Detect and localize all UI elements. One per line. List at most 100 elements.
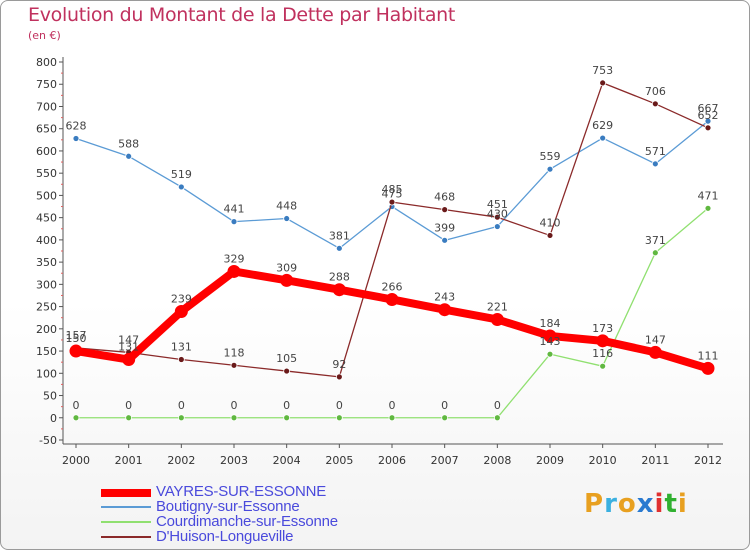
data-label: 131 [171, 341, 192, 354]
data-label: 571 [645, 145, 666, 158]
data-label: 753 [592, 64, 613, 77]
data-point [388, 414, 396, 422]
data-point [174, 304, 188, 318]
y-tick-label: 250 [36, 301, 57, 314]
data-label: 451 [487, 198, 508, 211]
data-point [388, 198, 396, 206]
data-label: 0 [389, 399, 396, 412]
logo-letter: t [664, 489, 678, 519]
data-point [493, 213, 501, 221]
data-label: 239 [171, 292, 192, 305]
data-label: 131 [118, 341, 139, 354]
chart-title: Evolution du Montant de la Dette par Hab… [28, 4, 456, 26]
logo-letter: P [584, 489, 605, 519]
legend-item-vayres[interactable]: VAYRES-SUR-ESSONNE [101, 483, 431, 500]
proxiti-logo: Proxiti [584, 489, 688, 519]
data-point [72, 135, 80, 142]
x-tick-label: 2002 [167, 454, 195, 467]
data-point [599, 134, 607, 142]
logo-letter: i [654, 489, 665, 519]
logo-letter: i [677, 489, 688, 519]
data-point [230, 414, 238, 422]
data-point [704, 124, 712, 132]
data-label: 652 [698, 109, 719, 122]
legend: VAYRES-SUR-ESSONNE Boutigny-sur-Essonne … [101, 483, 431, 545]
data-label: 0 [178, 399, 185, 412]
data-label: 706 [645, 85, 666, 98]
data-label: 468 [434, 191, 455, 204]
data-label: 667 [698, 102, 719, 115]
data-point [72, 414, 80, 422]
data-label: 143 [540, 335, 561, 348]
legend-item-dhuison[interactable]: D'Huison-Longueville [101, 528, 431, 545]
data-point [385, 292, 399, 306]
data-point [125, 152, 133, 160]
x-tick-label: 2006 [378, 454, 406, 467]
data-point [441, 414, 449, 422]
series-line-3 [75, 82, 709, 378]
y-tick-label: 0 [50, 412, 57, 425]
data-point [704, 204, 712, 212]
data-point [704, 117, 712, 125]
data-label: 371 [645, 234, 666, 247]
data-point [543, 329, 557, 343]
data-label: 288 [329, 271, 350, 284]
x-tick-label: 2005 [325, 454, 353, 467]
data-label: 0 [441, 399, 448, 412]
data-point [546, 232, 554, 239]
data-point [122, 353, 136, 367]
data-label: 0 [125, 399, 132, 412]
data-label: 147 [645, 333, 666, 346]
data-point [490, 312, 504, 326]
data-point [283, 414, 291, 422]
y-tick-label: 600 [36, 145, 57, 158]
y-tick-label: 100 [36, 367, 57, 380]
data-label: 243 [434, 291, 455, 304]
data-point [283, 215, 291, 222]
y-tick-label: 200 [36, 323, 57, 336]
axes: -50 0 50 100 150 200 250 300 350 400 450 500 550 600 6… [36, 56, 723, 467]
x-tick-label: 2012 [694, 454, 722, 467]
y-tick-label: 400 [36, 234, 57, 247]
data-label: 519 [171, 168, 192, 181]
data-label: 92 [332, 358, 346, 371]
data-label: 0 [231, 399, 238, 412]
data-point [332, 283, 346, 297]
series-line-2 [75, 207, 709, 419]
legend-swatch [101, 521, 151, 523]
y-tick-label: 650 [36, 123, 57, 136]
data-label: 448 [276, 200, 297, 213]
legend-swatch [101, 506, 151, 508]
data-label: 105 [276, 352, 297, 365]
data-point [283, 367, 291, 375]
data-label: 116 [592, 347, 613, 360]
data-labels: 0 0 0 0 0 0 0 0 0 143 116 371 471 628 588 519 441 448 381 4… [66, 64, 719, 412]
x-tick-label: 2009 [536, 454, 564, 467]
data-point [438, 303, 452, 317]
legend-item-boutigny[interactable]: Boutigny-sur-Essonne [101, 498, 431, 515]
x-tick-label: 2011 [641, 454, 669, 467]
data-point [335, 414, 343, 422]
data-point [651, 100, 659, 108]
legend-item-courdimanche[interactable]: Courdimanche-sur-Essonne [101, 513, 431, 530]
data-point [227, 264, 241, 278]
data-point [280, 273, 294, 287]
x-tick-label: 2010 [589, 454, 617, 467]
data-label: 266 [382, 280, 403, 293]
legend-label: VAYRES-SUR-ESSONNE [156, 483, 327, 500]
data-label: 381 [329, 229, 350, 242]
legend-swatch [101, 489, 151, 497]
logo-letter: o [617, 489, 637, 519]
data-point [441, 206, 449, 214]
y-tick-label: 700 [36, 100, 57, 113]
data-point [230, 361, 238, 369]
x-tick-label: 2003 [220, 454, 248, 467]
y-tick-label: 550 [36, 167, 57, 180]
data-label: 629 [592, 119, 613, 132]
legend-label: Boutigny-sur-Essonne [156, 498, 300, 515]
data-label: 184 [540, 317, 561, 330]
data-label: 399 [434, 221, 455, 234]
data-point [596, 334, 610, 348]
data-label: 559 [540, 150, 561, 163]
data-point [177, 414, 185, 422]
